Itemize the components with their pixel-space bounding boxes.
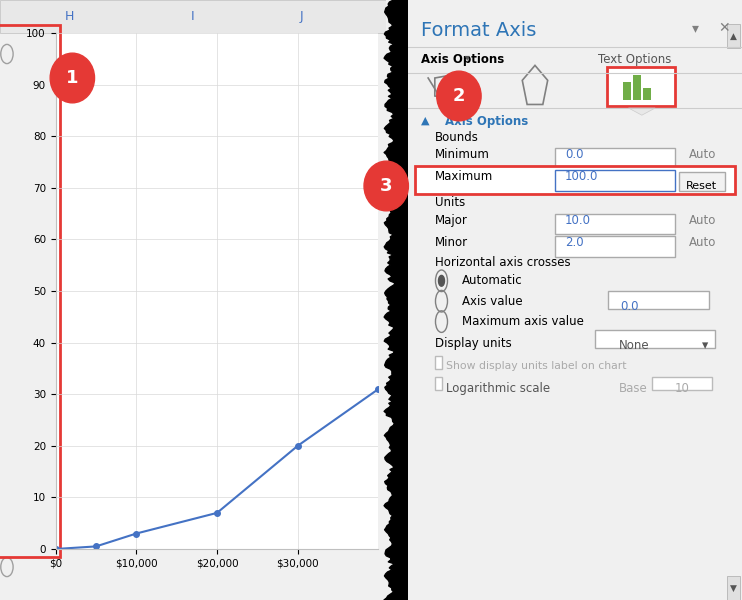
Text: Axis Options: Axis Options — [421, 53, 505, 66]
FancyBboxPatch shape — [415, 166, 735, 194]
Text: Auto: Auto — [689, 236, 716, 250]
Text: 1: 1 — [66, 69, 79, 87]
Text: Text Options: Text Options — [598, 53, 672, 66]
FancyBboxPatch shape — [623, 82, 631, 100]
Text: ✕: ✕ — [718, 21, 730, 35]
Text: Format Axis: Format Axis — [421, 21, 536, 40]
Text: ▲: ▲ — [730, 31, 737, 40]
FancyBboxPatch shape — [643, 88, 651, 100]
Text: Horizontal axis crosses: Horizontal axis crosses — [435, 256, 571, 269]
FancyBboxPatch shape — [555, 170, 675, 191]
Text: Show display units label on chart: Show display units label on chart — [447, 361, 627, 371]
FancyBboxPatch shape — [435, 377, 442, 390]
FancyBboxPatch shape — [595, 330, 715, 348]
Text: Major: Major — [435, 214, 467, 227]
Circle shape — [364, 161, 408, 211]
Text: 0.0: 0.0 — [565, 148, 583, 161]
Polygon shape — [628, 108, 655, 115]
Circle shape — [439, 275, 444, 286]
FancyBboxPatch shape — [727, 576, 741, 600]
Text: 2: 2 — [453, 87, 465, 105]
Text: Logarithmic scale: Logarithmic scale — [447, 382, 551, 395]
Text: Base: Base — [619, 382, 647, 395]
Text: J: J — [299, 10, 303, 23]
Text: 2.0: 2.0 — [565, 236, 584, 250]
Circle shape — [50, 53, 94, 103]
Text: Display units: Display units — [435, 337, 511, 350]
Text: Maximum axis value: Maximum axis value — [462, 315, 583, 328]
Circle shape — [437, 71, 481, 121]
FancyBboxPatch shape — [435, 356, 442, 369]
Text: I: I — [191, 10, 194, 23]
Text: ▾: ▾ — [421, 53, 470, 63]
Text: 10: 10 — [674, 382, 689, 395]
Text: Minor: Minor — [435, 236, 468, 250]
FancyBboxPatch shape — [0, 0, 386, 33]
Text: 100.0: 100.0 — [565, 170, 598, 184]
FancyBboxPatch shape — [652, 377, 712, 390]
FancyBboxPatch shape — [634, 75, 641, 100]
FancyBboxPatch shape — [607, 67, 675, 106]
Text: Units: Units — [435, 196, 465, 209]
Text: Auto: Auto — [689, 148, 716, 161]
Text: 0.0: 0.0 — [620, 300, 639, 313]
Text: ▼: ▼ — [730, 583, 737, 593]
Text: ▾: ▾ — [692, 21, 699, 35]
Text: Automatic: Automatic — [462, 274, 522, 287]
Text: ▲: ▲ — [421, 115, 430, 125]
Text: Axis value: Axis value — [462, 295, 522, 308]
FancyBboxPatch shape — [678, 172, 726, 191]
Text: 10.0: 10.0 — [565, 214, 591, 227]
Text: None: None — [619, 339, 649, 352]
FancyBboxPatch shape — [608, 291, 709, 309]
FancyBboxPatch shape — [555, 236, 675, 257]
FancyBboxPatch shape — [727, 24, 741, 48]
Text: Axis Options: Axis Options — [445, 115, 528, 128]
Text: Maximum: Maximum — [435, 170, 493, 184]
Text: Bounds: Bounds — [435, 131, 479, 144]
FancyBboxPatch shape — [555, 214, 675, 234]
Text: ▾: ▾ — [702, 340, 708, 353]
Text: Reset: Reset — [686, 181, 717, 191]
Text: H: H — [65, 10, 74, 23]
Text: Minimum: Minimum — [435, 148, 490, 161]
Text: 3: 3 — [380, 177, 393, 195]
Text: Auto: Auto — [689, 214, 716, 227]
FancyBboxPatch shape — [555, 148, 675, 168]
